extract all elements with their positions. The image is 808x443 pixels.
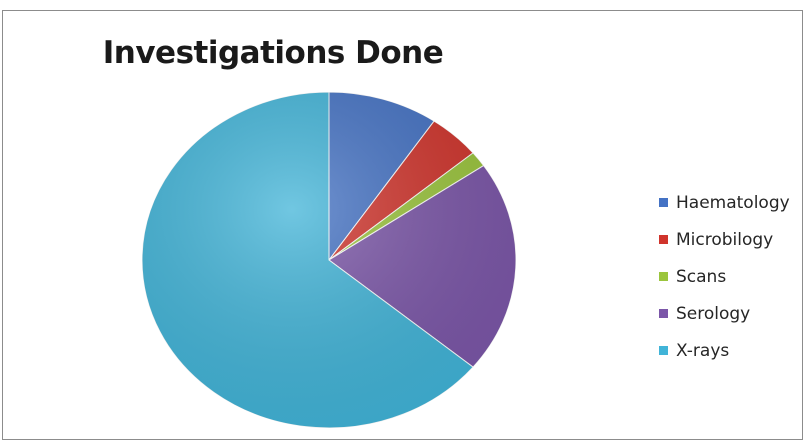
legend: Haematology Microbilogy Scans Serology X-ray… [659,184,790,369]
chart-frame: Investigations Done Haematology Microbilo… [2,10,803,440]
legend-item-scans: Scans [659,258,790,295]
legend-swatch [659,346,668,355]
legend-label: Serology [676,303,751,324]
legend-item-haematology: Haematology [659,184,790,221]
legend-item-microbilogy: Microbilogy [659,221,790,258]
legend-swatch [659,272,668,281]
legend-swatch [659,309,668,318]
legend-item-serology: Serology [659,295,790,332]
legend-label: Microbilogy [676,229,774,250]
legend-swatch [659,198,668,207]
legend-label: X-rays [676,340,730,361]
legend-item-x-rays: X-rays [659,332,790,369]
legend-label: Scans [676,266,727,287]
legend-swatch [659,235,668,244]
chart-title: Investigations Done [102,35,444,71]
legend-label: Haematology [676,192,790,213]
